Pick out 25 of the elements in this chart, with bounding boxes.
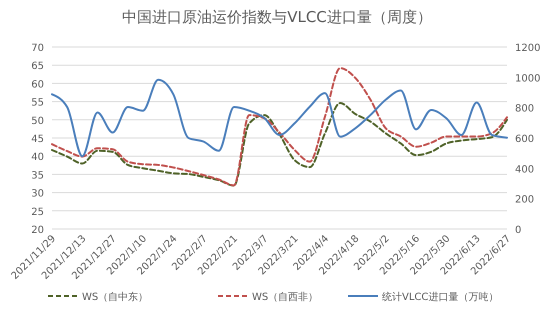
y2-tick-label: 400: [515, 164, 534, 176]
legend-label: WS（自中东）: [82, 291, 148, 303]
line-series: [51, 78, 508, 158]
y-tick-label: 30: [31, 188, 44, 200]
y-tick-label: 25: [31, 206, 44, 218]
y2-tick-label: 800: [515, 104, 534, 115]
y-tick-label: 60: [31, 79, 44, 90]
y2-tick-label: 600: [515, 134, 534, 145]
line-series: [51, 102, 508, 187]
y-tick-label: 40: [31, 152, 44, 164]
y-tick-label: 65: [31, 61, 44, 72]
y2-tick-label: 1200: [515, 43, 540, 54]
legend-label: WS（自西非）: [252, 291, 318, 303]
y-tick-label: 45: [31, 134, 44, 145]
y-tick-label: 20: [31, 225, 44, 236]
y2-tick-label: 200: [515, 194, 534, 206]
chart-title: 中国进口原油运价指数与VLCC进口量（周度）: [122, 8, 432, 26]
y-tick-label: 55: [31, 98, 44, 109]
y2-tick-label: 0: [515, 225, 522, 236]
y-tick-label: 50: [31, 116, 44, 127]
y-tick-label: 35: [31, 170, 44, 182]
line-series: [51, 67, 508, 186]
y-tick-label: 70: [31, 43, 44, 54]
y2-tick-label: 1000: [515, 73, 540, 84]
legend-label: 统计VLCC进口量（万吨）: [382, 291, 498, 303]
